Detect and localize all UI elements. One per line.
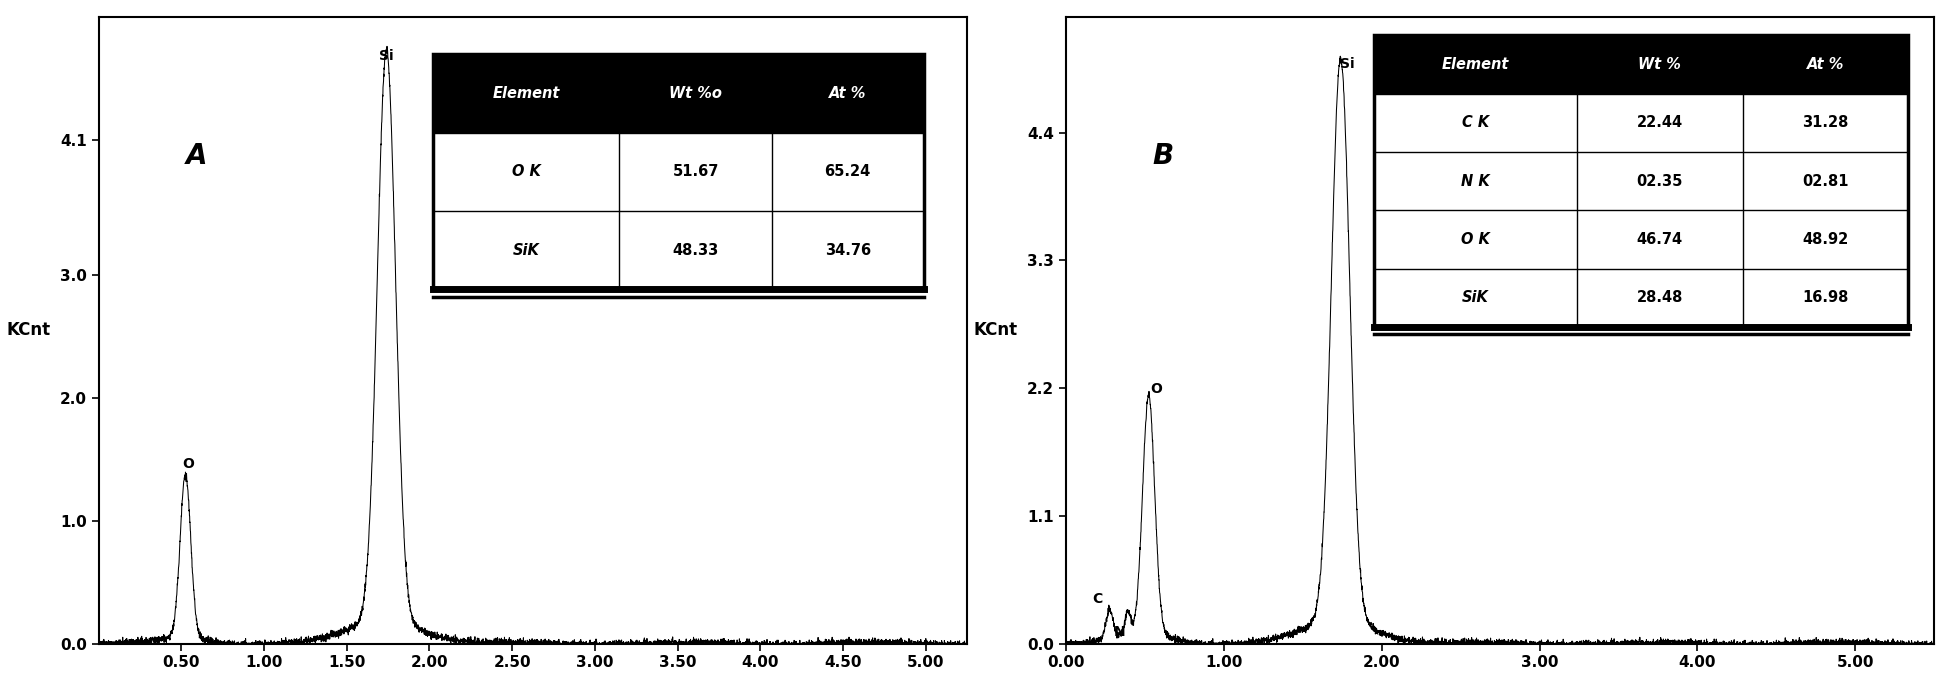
Text: Element: Element [492,86,560,101]
Text: Si: Si [1340,57,1354,71]
Text: C K: C K [1461,115,1489,131]
Text: 48.92: 48.92 [1803,232,1850,247]
Text: Wt %o: Wt %o [669,86,722,101]
Text: Wt %: Wt % [1639,57,1682,72]
Text: O: O [1149,382,1161,396]
Text: 02.35: 02.35 [1637,174,1684,189]
Text: At %: At % [1807,57,1844,72]
Text: 22.44: 22.44 [1637,115,1684,131]
Text: 28.48: 28.48 [1637,291,1684,305]
Text: 46.74: 46.74 [1637,232,1684,247]
Text: Element: Element [1442,57,1510,72]
FancyBboxPatch shape [1374,36,1908,93]
Text: N K: N K [1461,174,1491,189]
Text: B: B [1153,142,1175,170]
Text: N: N [1114,625,1126,639]
Text: O K: O K [511,164,540,179]
Text: SiK: SiK [1461,291,1489,305]
Text: 31.28: 31.28 [1803,115,1850,131]
Text: 51.67: 51.67 [673,164,718,179]
FancyBboxPatch shape [1374,36,1908,327]
Text: KCnt: KCnt [6,321,51,339]
Text: O: O [181,458,193,471]
FancyBboxPatch shape [433,54,923,133]
Text: KCnt: KCnt [974,321,1018,339]
Text: 16.98: 16.98 [1803,291,1850,305]
Text: C: C [1093,592,1102,607]
Text: At %: At % [829,86,866,101]
Text: 34.76: 34.76 [825,243,870,258]
Text: SiK: SiK [513,243,540,258]
Text: Si: Si [378,49,394,63]
Text: 65.24: 65.24 [825,164,870,179]
Text: O K: O K [1461,232,1491,247]
Text: 48.33: 48.33 [673,243,718,258]
Text: A: A [185,142,207,170]
FancyBboxPatch shape [433,54,923,289]
Text: 02.81: 02.81 [1803,174,1850,189]
